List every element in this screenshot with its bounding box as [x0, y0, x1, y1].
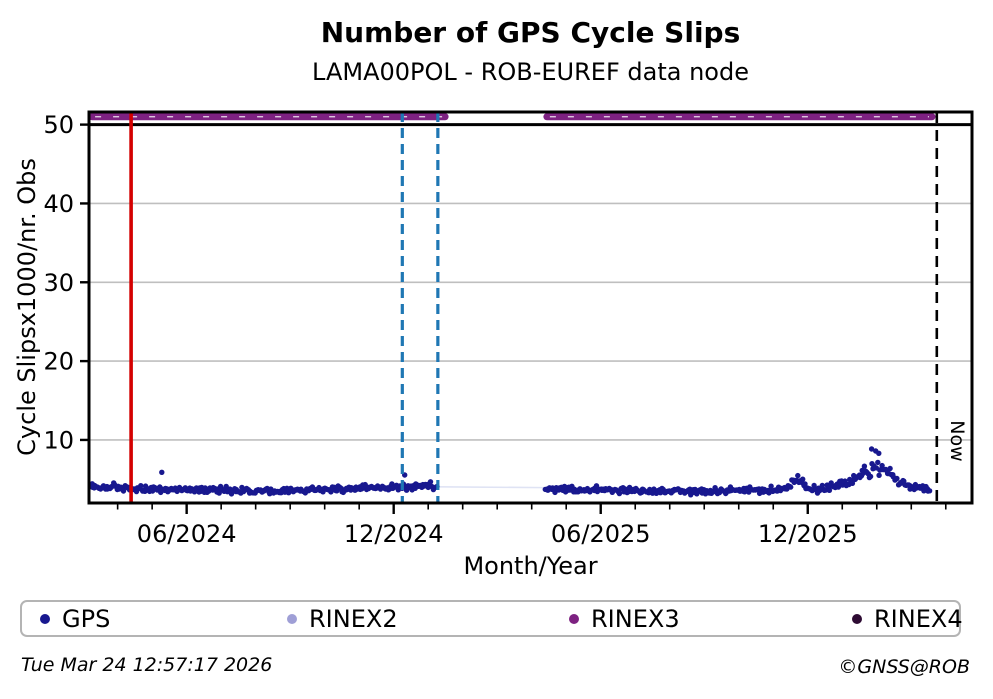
svg-text:30: 30	[43, 269, 74, 297]
timestamp: Tue Mar 24 12:57:17 2026	[21, 654, 273, 676]
svg-text:06/2024: 06/2024	[137, 520, 237, 548]
legend-item-rinex2: RINEX2	[287, 605, 569, 633]
now-line-label: Now	[946, 420, 968, 462]
legend-item-rinex3: RINEX3	[569, 605, 852, 633]
y-axis-label: Cycle Slipsx1000/nr. Obs	[13, 158, 41, 456]
copyright: ©GNSS@ROB	[838, 656, 970, 678]
rinex2-marker-icon	[287, 613, 297, 624]
x-axis-label: Month/Year	[463, 552, 598, 580]
legend: GPS RINEX2 RINEX3 RINEX4	[20, 600, 963, 637]
svg-text:10: 10	[43, 426, 74, 454]
svg-text:12/2024: 12/2024	[344, 520, 444, 548]
legend-label-rinex2: RINEX2	[309, 604, 398, 633]
svg-text:06/2025: 06/2025	[551, 520, 651, 548]
legend-item-gps: GPS	[40, 605, 287, 633]
rinex4-marker-icon	[852, 613, 862, 624]
svg-text:12/2025: 12/2025	[758, 520, 858, 548]
rinex3-marker-icon	[569, 613, 579, 624]
legend-label-gps: GPS	[62, 604, 111, 633]
svg-text:20: 20	[43, 348, 74, 376]
chart-title: Number of GPS Cycle Slips	[320, 16, 741, 49]
legend-label-rinex4: RINEX4	[874, 604, 963, 633]
legend-item-rinex4: RINEX4	[852, 605, 963, 633]
svg-text:40: 40	[43, 190, 74, 218]
svg-text:50: 50	[43, 111, 74, 139]
chart-subtitle: LAMA00POL - ROB-EUREF data node	[312, 58, 749, 86]
legend-label-rinex3: RINEX3	[591, 604, 680, 633]
gps-marker-icon	[40, 613, 50, 624]
